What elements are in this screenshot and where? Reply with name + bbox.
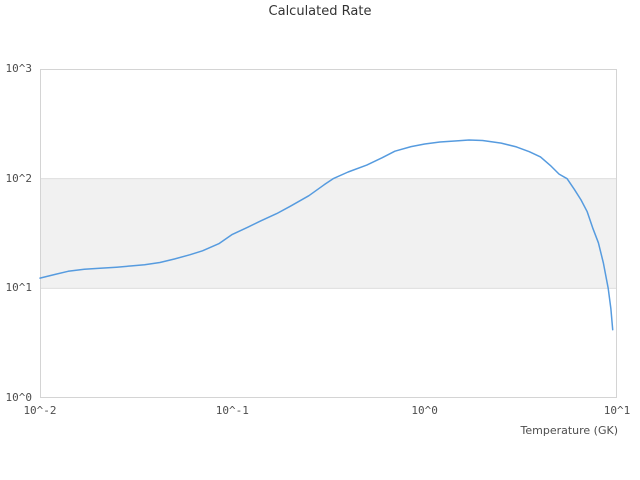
x-tick-label: 10^1 xyxy=(603,404,631,417)
highlight-band xyxy=(40,178,617,289)
y-tick-label: 10^2 xyxy=(5,171,33,185)
plot-border xyxy=(40,69,617,398)
x-tick-label: 10^-2 xyxy=(23,404,57,417)
x-tick-label: 10^-1 xyxy=(215,404,249,417)
rate-curve-line xyxy=(39,139,614,331)
y-tick-label: 10^0 xyxy=(5,391,33,404)
x-axis-title: Temperature (GK) xyxy=(520,424,619,437)
chart-title: Calculated Rate xyxy=(268,4,372,19)
y-tick-label: 10^1 xyxy=(5,281,33,295)
x-tick-label: 10^0 xyxy=(411,404,438,417)
y-tick-label: 10^3 xyxy=(5,62,33,75)
